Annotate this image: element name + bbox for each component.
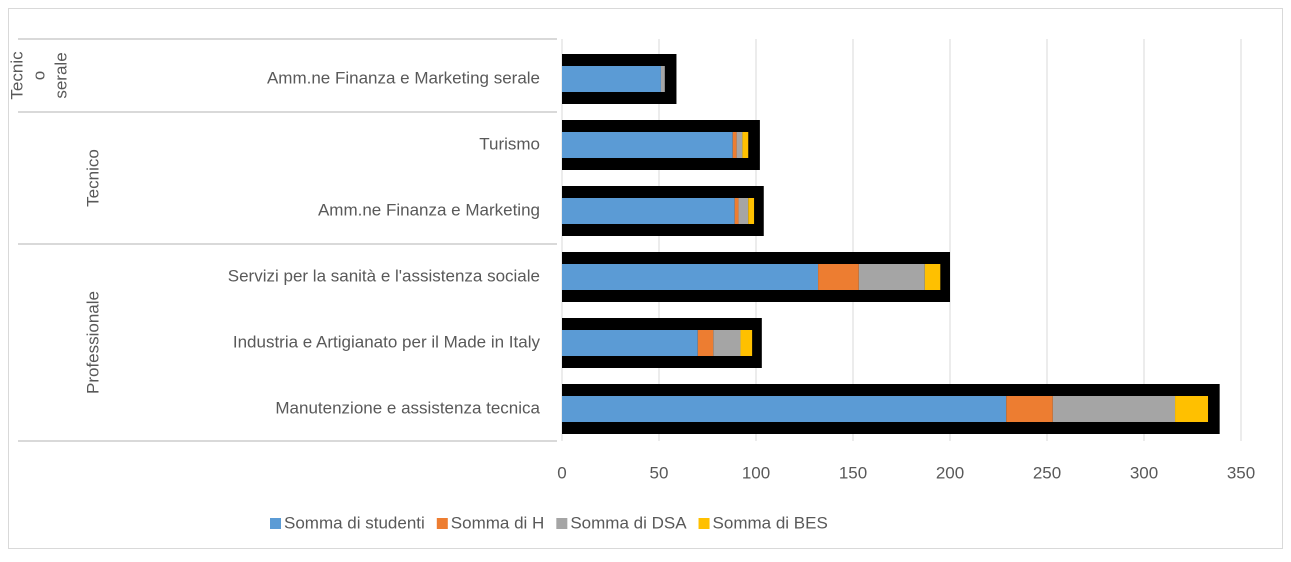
group-label: serale (51, 52, 70, 98)
x-tick-label: 300 (1130, 463, 1158, 482)
bar-segment (748, 198, 755, 224)
legend-label: Somma di BES (713, 513, 828, 532)
y-tick-label: Amm.ne Finanza e Marketing (318, 200, 540, 219)
x-tick-label: 250 (1033, 463, 1061, 482)
bar-segment (562, 330, 698, 356)
group-label: Professionale (83, 291, 102, 394)
x-tick-label: 0 (557, 463, 566, 482)
group-label: Tecnic (7, 51, 26, 100)
bar-segment (562, 396, 1007, 422)
bar-segment (713, 330, 741, 356)
y-tick-label: Turismo (479, 134, 540, 153)
legend-swatch (556, 518, 568, 529)
y-tick-label: Amm.ne Finanza e Marketing serale (267, 68, 540, 87)
bar-segment (1175, 396, 1209, 422)
group-label: Tecnico (83, 149, 102, 207)
bar-segment (738, 198, 749, 224)
bar-segment (858, 264, 925, 290)
bar-segment (562, 198, 735, 224)
bar-segment (736, 132, 743, 158)
bar-segment (818, 264, 859, 290)
y-tick-label: Manutenzione e assistenza tecnica (275, 398, 540, 417)
legend-swatch (698, 518, 710, 529)
bar-segment (742, 132, 749, 158)
bar-segment (740, 330, 753, 356)
group-label: o (29, 71, 48, 80)
bar-segment (924, 264, 941, 290)
legend-label: Somma di studenti (284, 513, 425, 532)
bar-segment (562, 132, 733, 158)
bar-segment (660, 66, 665, 92)
y-tick-label: Industria e Artigianato per il Made in I… (233, 332, 541, 351)
legend-swatch (436, 518, 448, 529)
x-tick-label: 350 (1227, 463, 1255, 482)
bar-segment (562, 66, 661, 92)
y-tick-label: Servizi per la sanità e l'assistenza soc… (228, 266, 540, 285)
bar-segment (1052, 396, 1176, 422)
legend-swatch (270, 518, 281, 529)
x-tick-label: 200 (936, 463, 964, 482)
legend-label: Somma di H (451, 513, 545, 532)
bar-segment (697, 330, 714, 356)
x-tick-label: 100 (742, 463, 770, 482)
x-tick-label: 50 (650, 463, 669, 482)
bar-segment (732, 132, 737, 158)
bar-segment (562, 264, 819, 290)
legend-label: Somma di DSA (570, 513, 687, 532)
bar-segment (734, 198, 739, 224)
bar-segment (1006, 396, 1053, 422)
x-tick-label: 150 (839, 463, 867, 482)
